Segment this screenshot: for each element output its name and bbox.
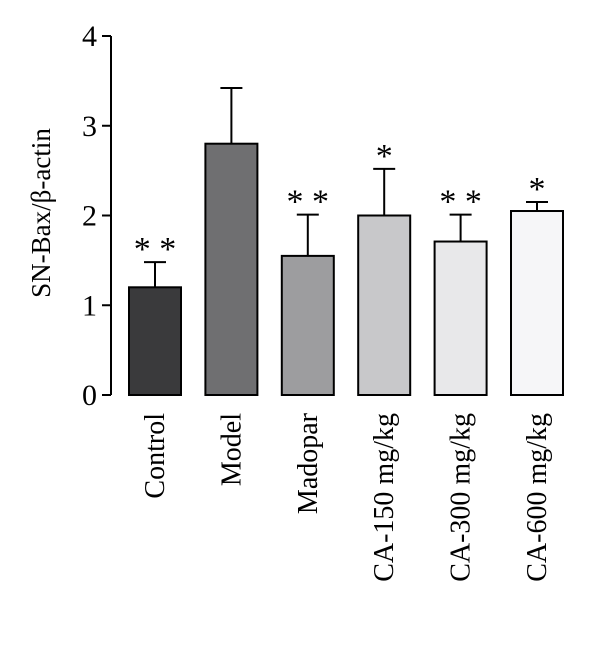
y-axis-title: SN-Bax/β-actin: [26, 128, 56, 298]
significance-mark: *: [529, 171, 546, 208]
y-axis: 0 1 2 3 4: [82, 20, 112, 412]
y-tick-label: 1: [82, 289, 97, 322]
significance-mark: *: [376, 138, 393, 175]
y-tick-label: 3: [82, 110, 97, 143]
x-category-label: CA-300 mg/kg: [446, 413, 477, 582]
bar: [204, 142, 259, 396]
significance-mark: * *: [439, 184, 482, 221]
bar: [510, 210, 564, 396]
x-category-label: Model: [216, 413, 247, 486]
x-category-label: CA-600 mg/kg: [522, 413, 553, 582]
bars: * * * * * * * *: [128, 87, 564, 396]
y-tick-label: 2: [82, 200, 97, 233]
bar: [280, 254, 335, 396]
x-category-label: CA-150 mg/kg: [369, 413, 400, 582]
significance-mark: * *: [134, 231, 177, 268]
y-tick-label: 0: [82, 379, 97, 412]
x-axis-labels: Control Model Madopar CA-150 mg/kg CA-300 mg…: [140, 412, 553, 581]
bar: [357, 214, 412, 396]
x-category-label: Madopar: [293, 412, 324, 514]
y-tick-label: 4: [82, 20, 97, 53]
x-category-label: Control: [140, 413, 171, 499]
bar: [433, 240, 488, 396]
significance-mark: * *: [287, 184, 330, 221]
bar: [128, 286, 182, 396]
